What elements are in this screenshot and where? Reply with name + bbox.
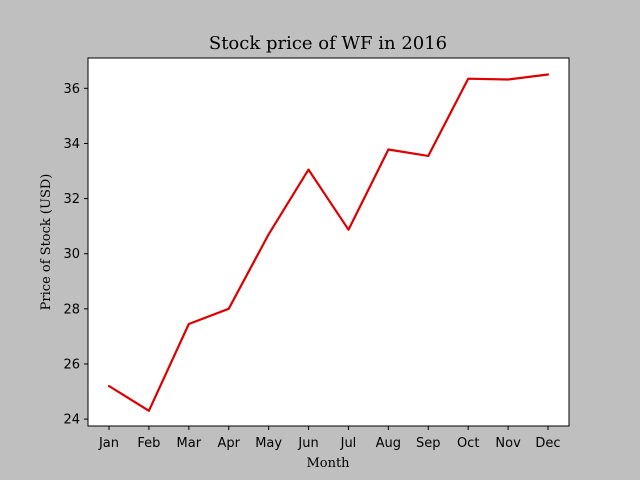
x-tick-label: Jan — [98, 436, 119, 451]
y-tick-label: 36 — [63, 82, 80, 97]
y-tick-label: 28 — [63, 302, 80, 317]
x-tick-label: Oct — [457, 436, 479, 451]
x-tick-label: Jul — [340, 436, 357, 451]
plot-area — [87, 57, 570, 427]
y-axis-label: Price of Stock (USD) — [39, 174, 54, 311]
x-tick-label: Jun — [297, 436, 318, 451]
y-tick-label: 34 — [63, 137, 80, 152]
chart-title: Stock price of WF in 2016 — [209, 33, 447, 54]
x-tick-label: Nov — [495, 436, 521, 451]
x-tick-label: May — [255, 436, 282, 451]
x-axis-ticks: Jan Feb Mar Apr May Jun Jul Aug Sep Oct Nov Dec — [98, 426, 561, 451]
x-tick-label: Aug — [376, 436, 401, 451]
y-tick-label: 30 — [63, 247, 80, 262]
x-tick-label: Dec — [535, 436, 560, 451]
series-line-wf — [107, 73, 550, 412]
x-tick-label: Apr — [217, 436, 240, 451]
x-tick-label: Sep — [416, 436, 441, 451]
y-tick-label: 24 — [63, 413, 80, 428]
y-axis-ticks: 24 26 28 30 32 34 36 — [63, 82, 88, 428]
y-tick-label: 32 — [63, 192, 80, 207]
x-axis-label: Month — [306, 456, 350, 471]
x-tick-label: Mar — [177, 436, 202, 451]
x-tick-label: Feb — [137, 436, 160, 451]
y-tick-label: 26 — [63, 357, 80, 372]
